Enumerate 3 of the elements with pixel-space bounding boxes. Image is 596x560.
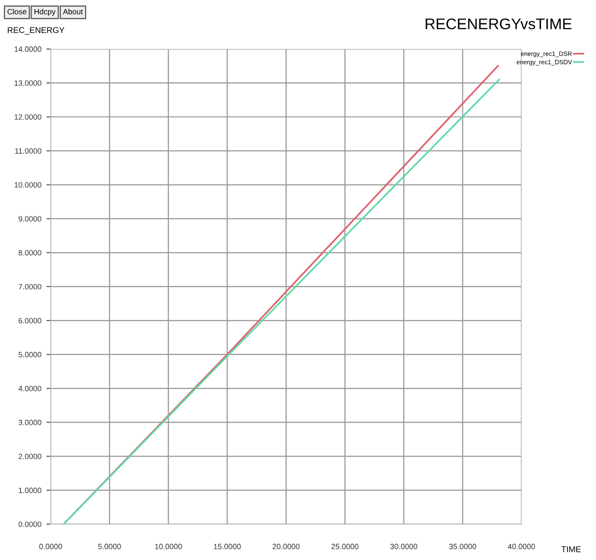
chart-title: RECENERGYvsTIME (426, 18, 572, 30)
x-axis-title: TIME (561, 546, 581, 552)
y-axis-title: REC_ENERGY (8, 27, 64, 35)
